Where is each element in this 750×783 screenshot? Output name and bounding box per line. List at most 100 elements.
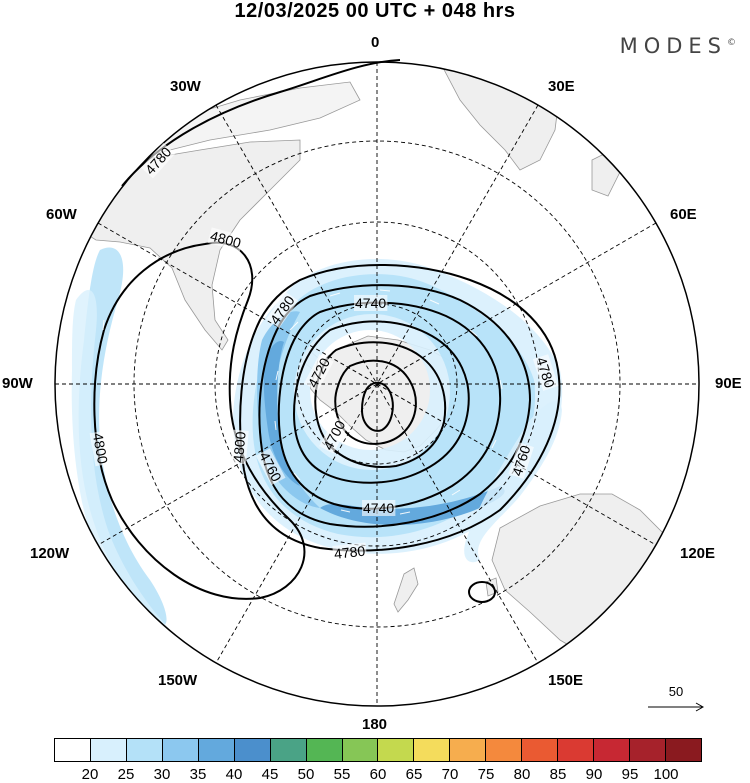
wind-vector xyxy=(289,321,299,331)
contour-4740-inner xyxy=(292,320,470,484)
contour-label-mask xyxy=(508,442,534,479)
contour-4700 xyxy=(334,359,417,445)
longitude-label-60e: 60E xyxy=(670,206,697,223)
contour-label-mask xyxy=(303,354,334,391)
colorbar xyxy=(54,738,702,762)
longitude-label-120e: 120E xyxy=(680,545,716,562)
contour-label-mask xyxy=(362,500,396,516)
colorbar-swatch xyxy=(486,739,523,761)
colorbar-tick-label: 70 xyxy=(441,766,459,783)
longitude-label-120w: 120W xyxy=(30,545,70,562)
contour-4760 xyxy=(258,284,532,528)
wind-vector xyxy=(329,292,341,297)
colorbar-swatch xyxy=(342,739,379,761)
colorbar-tick-label: 80 xyxy=(513,766,531,783)
colorbar-tick-label: 55 xyxy=(333,766,351,783)
colorbar-swatch xyxy=(90,739,127,761)
contour-4800-outer xyxy=(93,241,306,600)
longitude-label-90e: 90E xyxy=(715,375,742,392)
wind-vector xyxy=(499,379,503,390)
wind-vector xyxy=(429,299,440,305)
colorbar-swatch xyxy=(665,739,701,761)
colorbar-tick-label: 60 xyxy=(369,766,387,783)
longitude-label-30e: 30E xyxy=(548,78,575,95)
longitude-label-150e: 150E xyxy=(548,672,584,689)
contour-label-mask xyxy=(266,291,299,329)
chart-title: 12/03/2025 00 UTC + 048 hrs xyxy=(234,0,516,22)
wind-vector xyxy=(340,509,351,513)
colorbar-swatch xyxy=(234,739,271,761)
contour-label-mask xyxy=(354,295,388,311)
wind-vector xyxy=(109,479,113,491)
longitude-label-90w: 90W xyxy=(2,375,33,392)
wind-vector xyxy=(274,420,277,431)
colorbar-tick-label: 75 xyxy=(477,766,495,783)
contour-small-closed xyxy=(468,581,496,603)
wind-band-east-pacific-light xyxy=(71,290,180,640)
contour-label-mask xyxy=(207,227,244,252)
brand-logo: MODES© xyxy=(620,34,736,58)
contour-4780-main xyxy=(239,264,561,552)
colorbar-ticks: 20 25 30 35 40 45 50 55 60 65 70 75 80 85 90 95 100 xyxy=(54,766,702,783)
colorbar-swatch xyxy=(306,739,343,761)
contour-label: 4740 xyxy=(363,500,394,516)
longitude-label-150w: 150W xyxy=(158,672,198,689)
meridian-60e-120w xyxy=(97,222,657,546)
colorbar-swatch xyxy=(378,739,415,761)
contour-label-mask xyxy=(89,430,112,467)
wind-vector xyxy=(379,289,391,292)
jet-core-west-dark xyxy=(263,340,300,486)
brand-name: MODES xyxy=(619,34,727,58)
colorbar-tick-label: 100 xyxy=(653,766,679,783)
colorbar-tick-label: 50 xyxy=(297,766,315,783)
contour-label-mask xyxy=(141,142,176,179)
contour-label-mask xyxy=(229,429,249,465)
south-america-land xyxy=(79,139,301,351)
colorbar-swatch xyxy=(270,739,307,761)
contour-label: 4800 xyxy=(230,431,249,464)
contour-label: 4800 xyxy=(209,228,243,252)
wind-vector xyxy=(102,319,105,331)
contour-label: 4740 xyxy=(355,295,386,311)
longitude-label-0: 0 xyxy=(371,34,380,51)
wind-vector xyxy=(469,329,478,337)
contour-label-mask xyxy=(332,542,368,562)
wind-vector xyxy=(491,439,497,449)
colorbar-swatch xyxy=(558,739,595,761)
colorbar-tick-label: 25 xyxy=(117,766,135,783)
colorbar-tick-label: 35 xyxy=(189,766,207,783)
wind-vector xyxy=(293,472,301,481)
wind-vector xyxy=(275,370,279,381)
colorbar-swatch xyxy=(162,739,199,761)
colorbar-swatch xyxy=(630,739,666,761)
wind-vector xyxy=(399,511,411,515)
colorbar-swatch xyxy=(198,739,235,761)
colorbar-swatch xyxy=(450,739,487,761)
contour-label-mask xyxy=(255,448,286,486)
contour-label-mask xyxy=(532,354,559,391)
contour-4680 xyxy=(360,381,394,432)
colorbar-tick-label: 20 xyxy=(81,766,99,783)
colorbar-tick-label: 30 xyxy=(153,766,171,783)
colorbar-swatch xyxy=(126,739,163,761)
contour-label: 4780 xyxy=(333,543,366,562)
longitude-label-30w: 30W xyxy=(170,78,201,95)
colorbar-tick-label: 95 xyxy=(621,766,639,783)
africa-land xyxy=(439,62,561,171)
graticule xyxy=(55,62,699,706)
jet-band-mid xyxy=(252,274,536,538)
longitude-label-180: 180 xyxy=(362,716,388,733)
contour-label: 4800 xyxy=(90,432,111,466)
longitude-label-60w: 60W xyxy=(46,206,77,223)
colorbar-swatch xyxy=(522,739,559,761)
colorbar-tick-label: 45 xyxy=(261,766,279,783)
colorbar-swatch xyxy=(594,739,630,761)
wind-vectors xyxy=(99,289,503,560)
new-zealand-land xyxy=(393,567,419,613)
madagascar-land xyxy=(591,149,623,197)
reference-vector: 50 xyxy=(646,684,706,718)
colorbar-tick-label: 90 xyxy=(585,766,603,783)
colorbar-tick-label: 40 xyxy=(225,766,243,783)
colorbar-tick-label: 85 xyxy=(549,766,567,783)
